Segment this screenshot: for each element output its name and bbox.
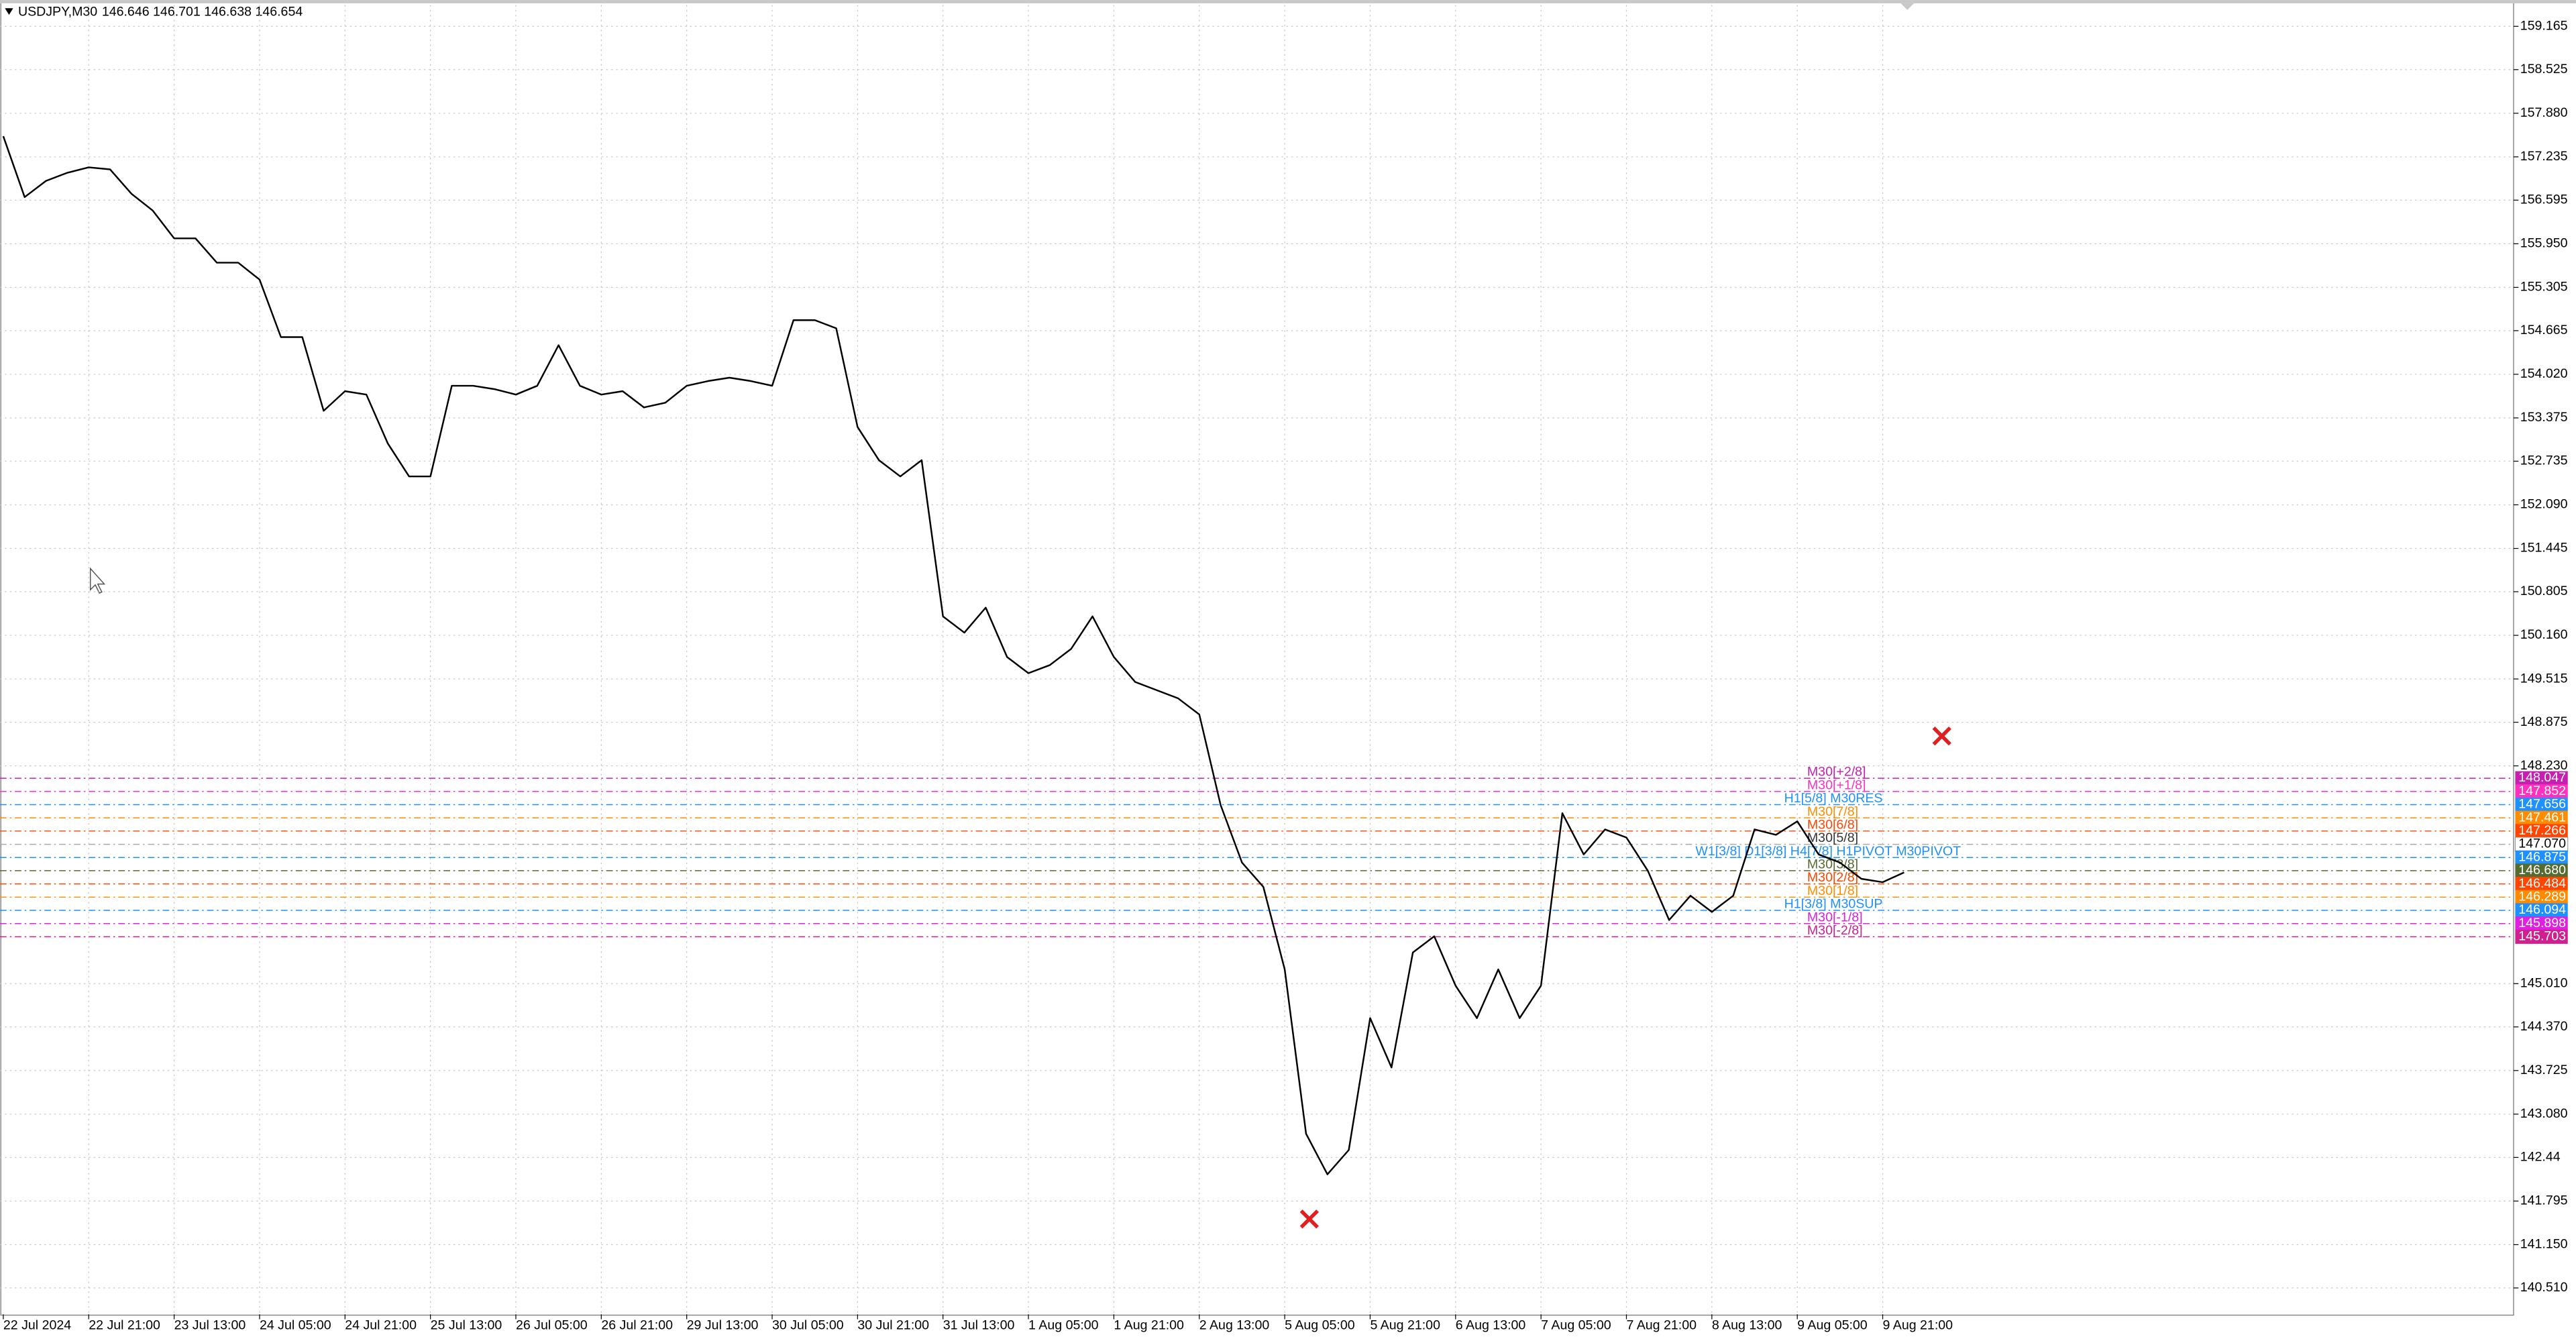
trade-marker [1932,727,1951,746]
y-tick-label: 145.010 [2520,975,2568,990]
level-price-label: 146.484 [2518,876,2566,891]
x-tick-label: 1 Aug 05:00 [1028,1318,1099,1333]
trade-marker [1299,1210,1319,1229]
level-price-box [2515,824,2568,839]
x-tick-label: 7 Aug 21:00 [1626,1318,1697,1333]
level-price-box [2515,784,2568,799]
x-tick-label: 9 Aug 05:00 [1797,1318,1868,1333]
y-tick-label: 150.160 [2520,627,2568,642]
x-tick-label: 26 Jul 21:00 [601,1318,673,1333]
x-tick-label: 2 Aug 13:00 [1199,1318,1270,1333]
level-label: M30[5/8] [1807,831,1858,845]
y-tick-label: 143.725 [2520,1063,2568,1077]
level-label: M30[3/8] [1807,857,1858,871]
level-price-label: 145.703 [2518,929,2566,944]
y-tick-label: 152.735 [2520,453,2568,468]
y-tick-label: 143.080 [2520,1106,2568,1121]
y-tick-label: 155.305 [2520,280,2568,294]
level-price-label: 147.656 [2518,797,2566,812]
y-tick-label: 151.445 [2520,541,2568,555]
shift-marker[interactable] [1900,3,1915,10]
x-tick-label: 6 Aug 13:00 [1456,1318,1526,1333]
y-tick-label: 158.525 [2520,62,2568,76]
level-label: M30[2/8] [1807,870,1858,885]
x-tick-label: 5 Aug 05:00 [1285,1318,1355,1333]
level-price-box [2515,771,2568,786]
y-tick-label: 150.805 [2520,584,2568,598]
x-tick-label: 23 Jul 13:00 [174,1318,246,1333]
y-tick-label: 140.510 [2520,1280,2568,1295]
level-label: H1[5/8] M30RES [1784,791,1883,806]
cursor [89,567,106,594]
x-tick-label: 9 Aug 21:00 [1883,1318,1953,1333]
x-tick-label: 22 Jul 21:00 [89,1318,160,1333]
level-price-box [2515,877,2568,892]
y-tick-label: 155.950 [2520,236,2568,251]
symbol-menu[interactable] [5,8,13,15]
y-tick-label: 149.515 [2520,671,2568,686]
y-tick-label: 154.020 [2520,366,2568,381]
level-label: M30[-2/8] [1807,923,1863,938]
x-tick-label: 31 Jul 13:00 [943,1318,1015,1333]
level-price-label: 146.094 [2518,902,2566,917]
x-tick-label: 24 Jul 05:00 [260,1318,331,1333]
y-tick-label: 152.090 [2520,497,2568,512]
level-price-label: 147.461 [2518,810,2566,824]
level-price-box [2515,810,2568,825]
y-tick-label: 157.880 [2520,105,2568,120]
y-tick-label: 141.795 [2520,1193,2568,1208]
y-tick-label: 157.235 [2520,149,2568,164]
level-label: M30[+2/8] [1807,765,1866,780]
level-price-box [2515,916,2568,931]
x-tick-label: 30 Jul 21:00 [857,1318,929,1333]
level-label: M30[+1/8] [1807,778,1866,792]
level-label: W1[3/8] D1[3/8] H4[7/8] H1PIVOT M30PIVOT [1695,844,1961,859]
level-price-label: 147.852 [2518,784,2566,798]
symbol-title: USDJPY,M30 [18,5,97,19]
level-price-box [2515,850,2568,865]
level-label: M30[7/8] [1807,804,1858,819]
y-tick-label: 156.595 [2520,193,2568,207]
top-bar [0,0,2576,3]
level-price-label: 145.898 [2518,916,2566,930]
x-tick-label: 24 Jul 21:00 [345,1318,417,1333]
level-price-label: 146.875 [2518,849,2566,864]
y-tick-label: 148.230 [2520,758,2568,773]
level-price-box [2515,890,2568,904]
level-price-label: 146.289 [2518,889,2566,904]
level-price-label: 148.047 [2518,770,2566,785]
y-tick-label: 144.370 [2520,1019,2568,1034]
y-tick-label: 141.150 [2520,1237,2568,1252]
x-tick-label: 5 Aug 21:00 [1370,1318,1440,1333]
y-tick-label: 153.375 [2520,410,2568,425]
level-price-box [2515,797,2568,812]
y-tick-label: 154.665 [2520,323,2568,337]
x-tick-label: 29 Jul 13:00 [687,1318,759,1333]
level-label: M30[-1/8] [1807,910,1863,924]
x-tick-label: 8 Aug 13:00 [1712,1318,1782,1333]
level-price-box [2515,863,2568,878]
x-tick-label: 7 Aug 05:00 [1541,1318,1611,1333]
level-price-label: 147.266 [2518,823,2566,838]
y-tick-label: 142.44 [2520,1150,2561,1165]
level-price-label: 147.070 [2518,837,2566,851]
level-label: M30[1/8] [1807,883,1858,898]
x-tick-label: 22 Jul 2024 [3,1318,71,1333]
level-label: M30[6/8] [1807,817,1858,832]
level-price-box [2515,929,2568,944]
x-tick-label: 30 Jul 05:00 [772,1318,844,1333]
level-price-box [2515,903,2568,918]
level-label: H1[3/8] M30SUP [1784,897,1883,912]
x-tick-label: 26 Jul 05:00 [516,1318,588,1333]
level-price-label: 146.680 [2518,863,2566,877]
price-line [2,136,1904,1175]
x-tick-label: 1 Aug 21:00 [1114,1318,1184,1333]
ohlc-readout: 146.646 146.701 146.638 146.654 [102,5,303,19]
y-tick-label: 148.875 [2520,714,2568,729]
x-tick-label: 25 Jul 13:00 [431,1318,502,1333]
y-tick-label: 159.165 [2520,18,2568,33]
